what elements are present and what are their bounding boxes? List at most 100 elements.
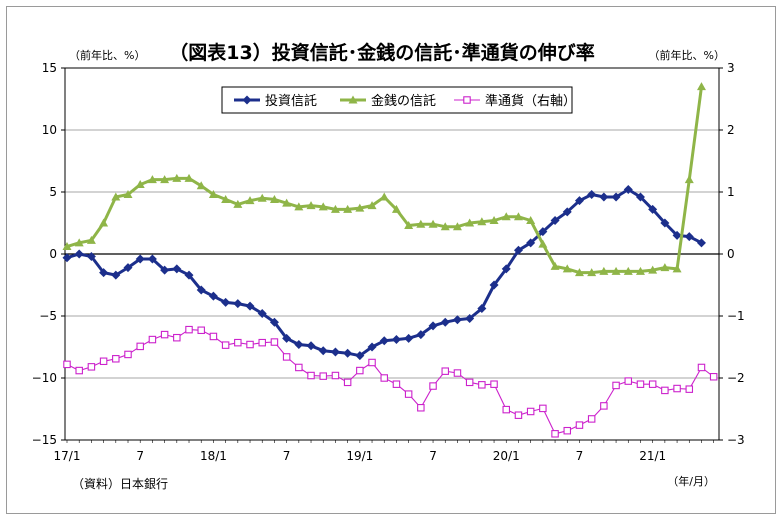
data-point: [416, 219, 426, 228]
data-point: [246, 340, 254, 349]
left-tick-label: 0: [49, 247, 57, 261]
data-point: [62, 242, 72, 251]
chart-frame: （図表13）投資信託･金銭の信託･準通貨の伸び率 （前年比、%） （前年比、%）…: [6, 6, 776, 514]
data-point: [318, 346, 328, 356]
x-tick-label: 21/1: [639, 449, 666, 463]
data-point: [234, 338, 242, 347]
data-point: [526, 407, 535, 416]
data-point: [429, 382, 437, 390]
data-point: [355, 351, 365, 361]
data-point: [501, 264, 511, 274]
data-point: [348, 95, 358, 104]
data-point: [148, 335, 157, 344]
legend-item: 投資信託: [234, 93, 317, 109]
data-point: [63, 360, 71, 369]
data-point: [697, 363, 706, 372]
data-point: [661, 386, 669, 395]
left-tick-label: −10: [32, 371, 57, 385]
data-point: [696, 238, 706, 248]
data-point: [538, 239, 548, 248]
x-tick-label: 20/1: [493, 449, 520, 463]
x-tick-label: 17/1: [54, 449, 81, 463]
data-point: [269, 194, 279, 203]
left-axis-unit: （前年比、%）: [69, 48, 145, 62]
data-point: [550, 261, 560, 270]
left-tick-label: −5: [39, 309, 57, 323]
data-point: [636, 380, 645, 388]
data-point: [257, 309, 267, 319]
data-point: [672, 264, 682, 273]
data-point: [441, 367, 449, 375]
series-2: [63, 325, 718, 438]
data-point: [440, 222, 450, 231]
data-point: [684, 175, 694, 184]
data-point: [295, 363, 303, 372]
data-point: [86, 251, 96, 261]
data-point: [111, 270, 121, 280]
data-point: [452, 222, 462, 231]
data-point: [355, 203, 365, 212]
data-point: [343, 378, 352, 387]
x-tick-label: 7: [283, 449, 291, 463]
series-0: [62, 185, 706, 361]
data-point: [489, 280, 499, 290]
data-point: [635, 192, 645, 202]
x-tick-label: 7: [136, 449, 144, 463]
data-point: [611, 192, 621, 202]
data-point: [599, 266, 609, 275]
data-point: [526, 238, 536, 248]
data-point: [612, 381, 620, 390]
data-point: [147, 175, 157, 184]
data-point: [221, 341, 230, 349]
data-point: [538, 227, 548, 237]
data-point: [233, 299, 243, 309]
data-point: [123, 189, 133, 198]
data-point: [391, 335, 401, 345]
data-point: [404, 390, 413, 398]
data-point: [74, 238, 84, 247]
data-point: [379, 192, 389, 201]
chart-title: （図表13）投資信託･金銭の信託･準通貨の伸び率: [169, 41, 594, 64]
data-point: [477, 217, 487, 226]
data-point: [307, 371, 315, 380]
data-point: [648, 204, 658, 214]
data-point: [551, 430, 559, 438]
data-point: [282, 333, 292, 343]
data-point: [428, 321, 438, 331]
data-point: [501, 212, 511, 221]
right-tick-label: −3: [727, 433, 745, 447]
data-point: [440, 317, 450, 327]
data-point: [257, 193, 267, 202]
data-point: [463, 96, 471, 104]
data-point: [587, 189, 597, 199]
data-point: [294, 340, 304, 350]
data-point: [648, 380, 657, 388]
data-point: [392, 380, 401, 388]
source-note: （資料）日本銀行: [72, 477, 168, 491]
legend-item: 準通貨（右軸）: [454, 93, 576, 109]
data-point: [242, 95, 252, 105]
data-point: [391, 204, 401, 213]
data-point: [490, 380, 498, 388]
data-point: [635, 266, 645, 275]
legend-item: 金銭の信託: [340, 93, 436, 109]
data-point: [282, 198, 292, 207]
data-point: [62, 253, 72, 263]
data-point: [233, 199, 243, 208]
data-point: [135, 180, 145, 189]
left-tick-label: 10: [42, 123, 57, 137]
data-point: [417, 404, 425, 412]
data-point: [209, 332, 218, 341]
left-tick-label: 5: [49, 185, 57, 199]
data-point: [587, 415, 596, 423]
data-point: [343, 204, 353, 213]
legend-label: 投資信託: [265, 93, 317, 109]
data-point: [513, 212, 523, 221]
data-point: [160, 265, 170, 275]
data-point: [356, 366, 364, 375]
data-point: [574, 196, 584, 206]
data-point: [270, 338, 279, 346]
data-point: [245, 301, 255, 311]
data-point: [173, 333, 181, 342]
data-point: [611, 266, 621, 275]
